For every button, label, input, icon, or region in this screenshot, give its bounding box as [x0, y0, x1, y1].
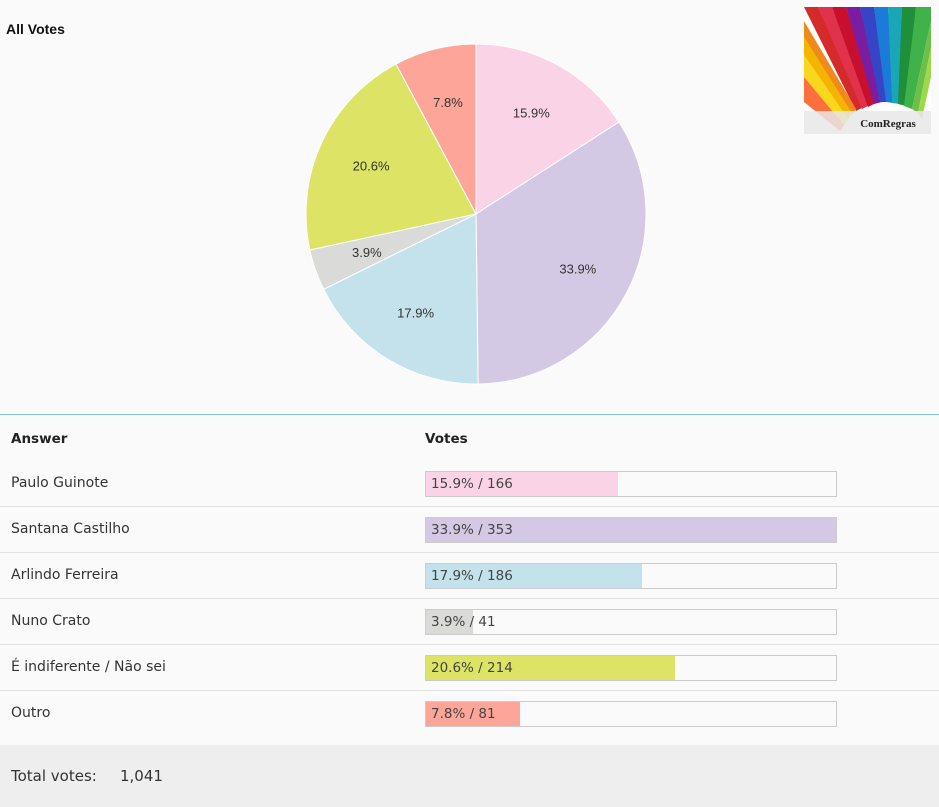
- pie-slice: [305, 63, 477, 251]
- answer-column-header: Answer: [11, 431, 68, 447]
- table-row: Outro 7.8% / 81: [0, 691, 939, 736]
- vote-bar-fill: [426, 564, 643, 588]
- table-row: Paulo Guinote 15.9% / 166: [0, 461, 939, 507]
- chart-title: All Votes: [6, 21, 65, 37]
- pie-slice: [322, 213, 479, 385]
- answer-label: Arlindo Ferreira: [11, 567, 119, 583]
- table-row: É indiferente / Não sei 20.6% / 214: [0, 645, 939, 691]
- vote-bar: 17.9% / 186: [425, 563, 837, 589]
- vote-bar: 7.8% / 81: [425, 701, 837, 727]
- pie-slice: [475, 43, 620, 215]
- answer-label: Paulo Guinote: [11, 475, 109, 491]
- vote-bar-text: 33.9% / 353: [431, 522, 513, 538]
- table-row: Santana Castilho 33.9% / 353: [0, 507, 939, 553]
- answer-label: Nuno Crato: [11, 613, 91, 629]
- vote-bar-fill: [426, 610, 474, 634]
- vote-bar: 15.9% / 166: [425, 471, 837, 497]
- vote-bar: 33.9% / 353: [425, 517, 837, 543]
- pie-slice-label: 7.8%: [433, 95, 463, 110]
- logo-text: ComRegras: [860, 118, 916, 130]
- vote-bar-text: 15.9% / 166: [431, 476, 513, 492]
- pie-slice-label: 17.9%: [397, 306, 434, 321]
- answer-label: É indiferente / Não sei: [11, 659, 166, 675]
- vote-bar-text: 7.8% / 81: [431, 706, 496, 722]
- vote-bar: 20.6% / 214: [425, 655, 837, 681]
- results-table: Answer Votes Paulo Guinote 15.9% / 166 San…: [0, 415, 939, 736]
- total-votes-footer: Total votes: 1,041: [0, 745, 939, 807]
- total-votes-value: 1,041: [120, 767, 163, 785]
- vote-bar-fill: [426, 702, 521, 726]
- vote-bar-text: 3.9% / 41: [431, 614, 496, 630]
- pie-slice-label: 15.9%: [513, 106, 550, 121]
- answer-label: Santana Castilho: [11, 521, 130, 537]
- pie-slice-label: 20.6%: [353, 158, 390, 173]
- table-header-row: Answer Votes: [0, 415, 939, 461]
- pie-slice-label: 3.9%: [352, 245, 382, 260]
- vote-bar-fill: [426, 656, 676, 680]
- vote-bar-text: 17.9% / 186: [431, 568, 513, 584]
- votes-column-header: Votes: [425, 431, 468, 447]
- vote-bar-text: 20.6% / 214: [431, 660, 513, 676]
- pie-slice: [395, 43, 477, 215]
- total-votes-label: Total votes:: [11, 767, 97, 785]
- comregras-logo: ComRegras: [804, 7, 931, 134]
- answer-label: Outro: [11, 705, 51, 721]
- table-row: Arlindo Ferreira 17.9% / 186: [0, 553, 939, 599]
- pie-slice: [475, 121, 647, 385]
- pie-chart: 15.9% 33.9% 17.9% 3.9% 20.6% 7.8%: [305, 43, 647, 385]
- vote-bar-fill: [426, 518, 836, 542]
- vote-bar-fill: [426, 472, 619, 496]
- vote-bar: 3.9% / 41: [425, 609, 837, 635]
- divider: [0, 414, 939, 415]
- pie-slice-label: 33.9%: [559, 262, 596, 277]
- table-row: Nuno Crato 3.9% / 41: [0, 599, 939, 645]
